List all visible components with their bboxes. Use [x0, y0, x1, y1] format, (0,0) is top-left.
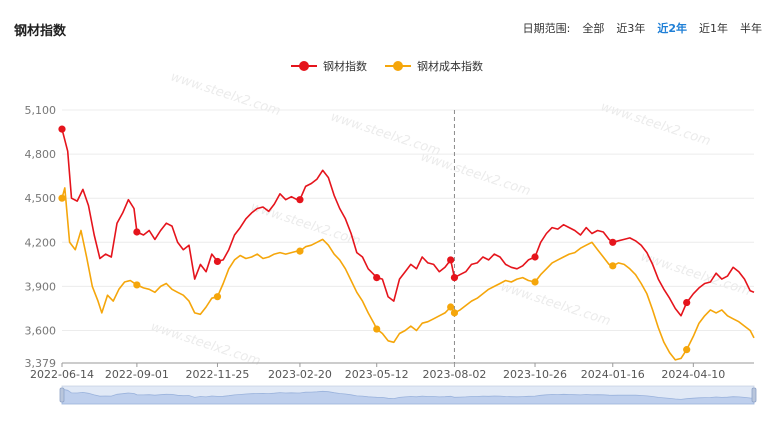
data-point-cost[interactable] [683, 346, 691, 354]
data-point-steel[interactable] [683, 298, 691, 307]
legend-item-steel[interactable]: 钢材指数 [291, 58, 367, 74]
zoom-handle-right[interactable] [751, 387, 757, 403]
zoom-selection [62, 386, 754, 404]
x-tick-label: 2022-09-01 [105, 368, 169, 381]
x-tick-label: 2023-10-26 [503, 368, 567, 381]
data-point-steel[interactable] [296, 196, 304, 204]
watermark-text: www.steelx2.com [329, 110, 443, 160]
y-tick-label: 5,100 [25, 104, 57, 117]
data-point-cost[interactable] [133, 281, 141, 289]
x-tick-label: 2024-01-16 [581, 368, 645, 381]
watermark-text: www.steelx2.com [249, 200, 363, 250]
zoom-preview-area [61, 388, 755, 405]
axis-layer: 3,379 3,600 3,900 4,200 4,500 4,800 5,100 2022-… [25, 104, 754, 381]
x-tick-label: 2022-06-14 [30, 368, 94, 381]
x-tick-label: 2023-02-20 [268, 368, 332, 381]
x-tick-label: 2024-04-10 [661, 368, 725, 381]
zoom-slider[interactable] [59, 385, 757, 405]
page-title: 钢材指数 [14, 24, 67, 39]
y-tick-label: 4,500 [25, 192, 57, 205]
legend-label-cost: 钢材成本指数 [417, 60, 483, 73]
watermark-text: www.steelx2.com [149, 320, 263, 370]
data-point-steel[interactable] [609, 238, 617, 246]
x-tick-label: 2023-05-12 [345, 368, 409, 381]
legend-swatch-cost [385, 61, 411, 71]
data-point-cost[interactable] [296, 247, 304, 255]
data-point-cost[interactable] [58, 194, 66, 202]
watermark-text: www.steelx2.com [499, 280, 613, 330]
date-range-selector: 日期范围: 全部 近3年 近2年 近1年 半年 [523, 20, 762, 36]
data-point-cost[interactable] [450, 309, 459, 317]
y-tick-label: 3,600 [25, 325, 57, 338]
series-layer [58, 125, 755, 361]
data-point-cost[interactable] [531, 278, 539, 286]
data-point-steel[interactable] [531, 253, 539, 261]
data-point-cost[interactable] [213, 293, 222, 301]
y-tick-label: 4,800 [25, 148, 57, 161]
data-point-cost[interactable] [447, 303, 455, 311]
data-point-cost[interactable] [609, 262, 617, 270]
series-line-cost [61, 187, 755, 361]
data-point-steel[interactable] [450, 273, 459, 282]
legend-swatch-steel [291, 61, 317, 71]
chart-legend: 钢材指数 钢材成本指数 [0, 58, 774, 74]
x-tick-label: 2023-08-02 [422, 368, 486, 381]
data-point-steel[interactable] [213, 257, 222, 266]
data-point-steel[interactable] [133, 228, 141, 236]
y-tick-label: 3,900 [25, 280, 57, 293]
legend-item-cost[interactable]: 钢材成本指数 [385, 58, 483, 74]
data-point-steel[interactable] [447, 256, 455, 264]
legend-label-steel: 钢材指数 [323, 60, 367, 73]
date-range-label: 日期范围: [522, 22, 571, 35]
range-option-1y[interactable]: 近1年 [699, 22, 728, 35]
data-point-cost[interactable] [373, 325, 381, 333]
series-line-steel [61, 128, 755, 317]
watermark-layer: www.steelx2.com www.steelx2.com www.steelx… [149, 70, 753, 370]
y-tick-label: 3,379 [25, 357, 57, 370]
data-point-steel[interactable] [373, 273, 381, 282]
zoom-handle-left[interactable] [59, 387, 65, 403]
watermark-text: www.steelx2.com [169, 70, 283, 120]
range-option-2y[interactable]: 近2年 [657, 22, 687, 35]
range-option-all[interactable]: 全部 [582, 22, 605, 35]
y-tick-label: 4,200 [25, 236, 57, 249]
range-option-6m[interactable]: 半年 [740, 22, 762, 35]
watermark-text: www.steelx2.com [599, 100, 713, 150]
data-point-steel[interactable] [58, 125, 66, 133]
x-tick-label: 2022-11-25 [185, 368, 249, 381]
range-option-3y[interactable]: 近3年 [616, 22, 646, 35]
